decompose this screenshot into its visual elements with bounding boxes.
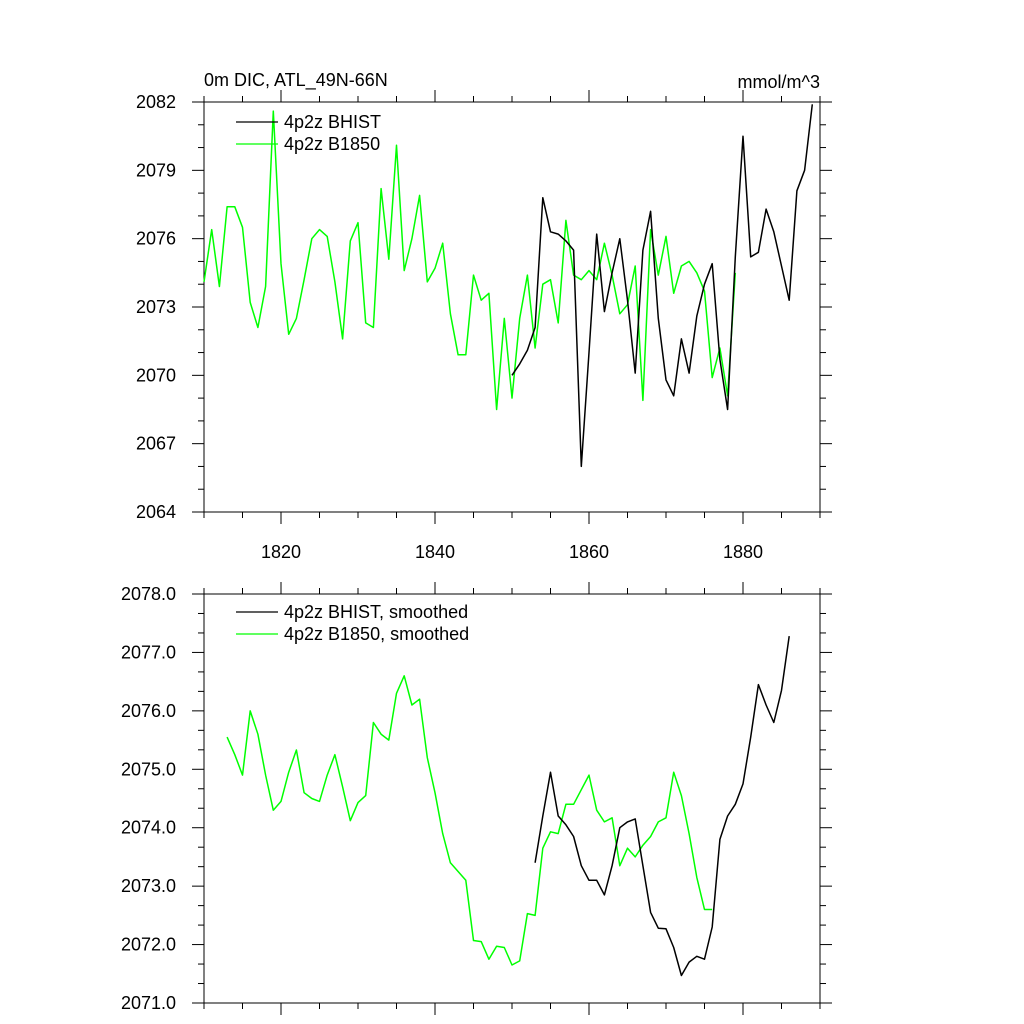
legend-label-b1850-smoothed: 4p2z B1850, smoothed bbox=[284, 624, 469, 644]
series-line-4p2z-b1850 bbox=[203, 110, 737, 411]
y-tick-label: 2082 bbox=[136, 92, 176, 112]
y-tick-label: 2076 bbox=[136, 229, 176, 249]
series-line-4p2z-bhist bbox=[511, 104, 814, 468]
y-tick-label: 2071.0 bbox=[121, 993, 176, 1013]
y-tick-label: 2073.0 bbox=[121, 876, 176, 896]
series-line-4p2z-b1850-smoothed bbox=[226, 675, 713, 966]
y-tick-label: 2072.0 bbox=[121, 935, 176, 955]
y-tick-label: 2064 bbox=[136, 502, 176, 522]
y-tick-label: 2079 bbox=[136, 160, 176, 180]
top-panel: 1820 1840 1860 1880 2064 2067 2070 2073 2076 2079… bbox=[136, 70, 832, 562]
y-tick-label: 2073 bbox=[136, 297, 176, 317]
bottom-axis-ticks: 2071.0 2072.0 2073.0 2074.0 2075.0 2076.0 2077… bbox=[121, 582, 832, 1015]
bottom-series-lines bbox=[226, 635, 790, 977]
x-tick-label: 1860 bbox=[569, 542, 609, 562]
top-axis-ticks: 1820 1840 1860 1880 2064 2067 2070 2073 2076 2079… bbox=[136, 90, 832, 562]
y-tick-label: 2074.0 bbox=[121, 818, 176, 838]
y-tick-label: 2078.0 bbox=[121, 584, 176, 604]
x-tick-label: 1840 bbox=[415, 542, 455, 562]
y-tick-label: 2075.0 bbox=[121, 759, 176, 779]
bottom-plot-frame bbox=[203, 593, 821, 1004]
bottom-panel: 2071.0 2072.0 2073.0 2074.0 2075.0 2076.0 2077… bbox=[121, 582, 832, 1015]
x-tick-label: 1820 bbox=[261, 542, 301, 562]
top-chart-title: 0m DIC, ATL_49N-66N bbox=[204, 70, 388, 91]
legend-label-bhist: 4p2z BHIST bbox=[284, 112, 381, 132]
top-plot-frame bbox=[203, 101, 821, 513]
y-tick-label: 2067 bbox=[136, 434, 176, 454]
y-tick-label: 2077.0 bbox=[121, 642, 176, 662]
legend-label-b1850: 4p2z B1850 bbox=[284, 134, 380, 154]
series-line-4p2z-bhist-smoothed bbox=[534, 635, 790, 977]
y-tick-label: 2070 bbox=[136, 365, 176, 385]
x-tick-label: 1880 bbox=[723, 542, 763, 562]
top-series-lines bbox=[203, 104, 814, 468]
legend-label-bhist-smoothed: 4p2z BHIST, smoothed bbox=[284, 602, 468, 622]
top-chart-units: mmol/m^3 bbox=[738, 72, 820, 92]
bottom-legend: 4p2z BHIST, smoothed 4p2z B1850, smoothe… bbox=[236, 602, 469, 644]
y-tick-label: 2076.0 bbox=[121, 701, 176, 721]
top-legend: 4p2z BHIST 4p2z B1850 bbox=[236, 112, 381, 154]
